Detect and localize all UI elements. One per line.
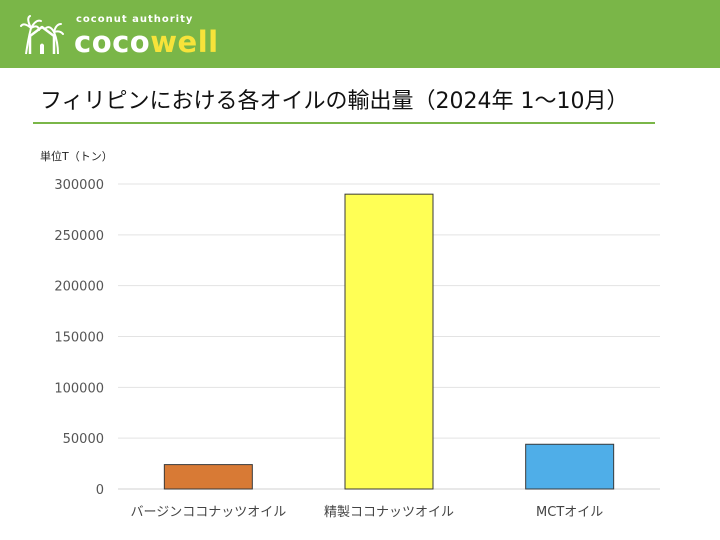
site-header: coconut authority cocowell <box>0 0 720 68</box>
bar-0 <box>163 464 253 490</box>
bar-2 <box>525 443 615 490</box>
title-divider <box>33 122 655 124</box>
logo[interactable]: coconut authority cocowell <box>20 10 270 60</box>
y-tick-label-4: 200000 <box>54 280 104 295</box>
x-tick-label-1: 精製ココナッツオイル <box>324 505 454 520</box>
x-tick-label-0: バージンココナッツオイル <box>130 505 286 520</box>
y-tick-label-5: 250000 <box>54 229 104 244</box>
y-tick-label-3: 150000 <box>54 331 104 346</box>
wordmark-coco: coco <box>74 25 151 59</box>
y-tick-label-6: 300000 <box>54 178 104 193</box>
y-tick-label-2: 100000 <box>54 381 104 396</box>
palm-house-icon <box>20 15 64 55</box>
y-tick-label-1: 50000 <box>63 432 104 447</box>
wordmark-well: well <box>150 25 219 59</box>
bar-1 <box>344 193 434 490</box>
brand-wordmark: cocowell <box>74 24 219 60</box>
y-tick-label-0: 0 <box>96 483 104 498</box>
chart-title: フィリピンにおける各オイルの輸出量（2024年 1〜10月） <box>40 89 629 114</box>
unit-label: 単位T（トン） <box>40 150 113 163</box>
x-tick-label-2: MCTオイル <box>536 505 603 520</box>
brand-tagline: coconut authority <box>76 14 194 25</box>
